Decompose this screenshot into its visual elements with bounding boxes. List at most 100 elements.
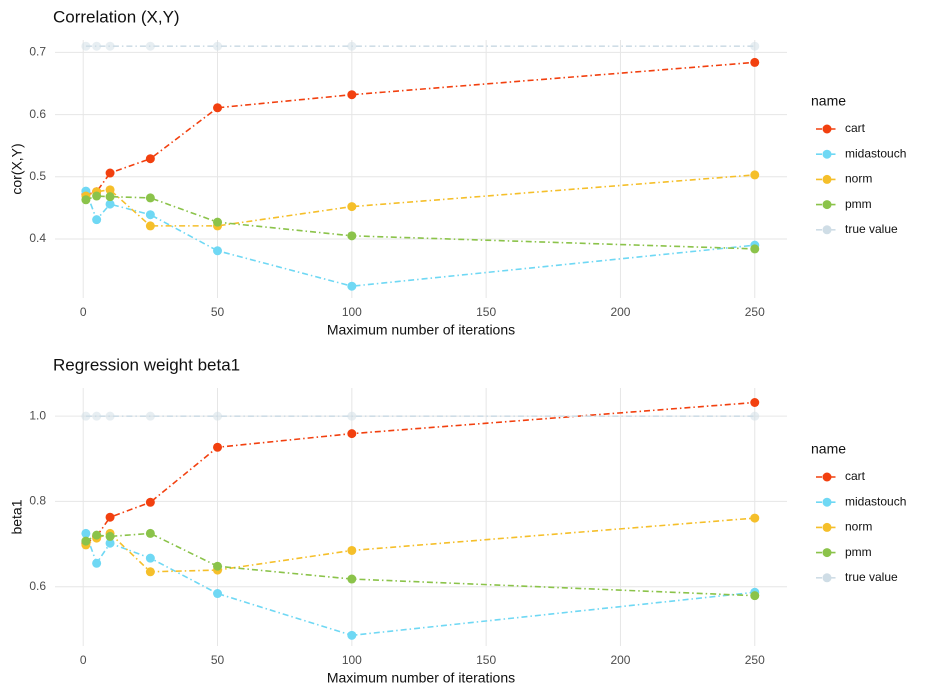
point	[81, 536, 91, 546]
point	[750, 591, 760, 601]
x-tick-label: 50	[211, 305, 225, 319]
point	[213, 41, 223, 51]
point	[347, 545, 357, 555]
point	[92, 411, 102, 421]
legend-key-point	[822, 174, 832, 184]
point	[213, 589, 223, 599]
point	[145, 553, 155, 563]
legend-key-point	[822, 149, 832, 159]
y-axis-label: beta1	[9, 499, 25, 534]
legend-key-point	[822, 124, 832, 134]
point	[145, 154, 155, 164]
x-axis-label: Maximum number of iterations	[327, 322, 515, 338]
point	[347, 281, 357, 291]
point	[81, 41, 91, 51]
legend-label: norm	[845, 520, 872, 534]
x-tick-label: 0	[80, 653, 87, 667]
point	[213, 561, 223, 571]
y-tick-label: 0.8	[29, 494, 46, 508]
y-tick-label: 0.6	[29, 107, 46, 121]
point	[92, 191, 102, 201]
legend-label: midastouch	[845, 146, 906, 160]
point	[213, 217, 223, 227]
legend-label: cart	[845, 121, 866, 135]
legend-label: true value	[845, 222, 898, 236]
point	[105, 531, 115, 541]
series-line	[85, 195, 755, 250]
point	[750, 244, 760, 254]
y-tick-label: 0.4	[29, 231, 46, 245]
legend-label: norm	[845, 172, 872, 186]
legend-label: pmm	[845, 545, 872, 559]
point	[105, 192, 115, 202]
legend-key-point	[822, 573, 832, 583]
y-axis-label: cor(X,Y)	[9, 143, 25, 194]
point	[105, 538, 115, 548]
series-line	[85, 517, 755, 573]
legend-title: name	[811, 93, 846, 109]
x-tick-label: 250	[745, 653, 765, 667]
y-tick-label: 0.6	[29, 579, 46, 593]
point	[92, 558, 102, 568]
point	[347, 202, 357, 212]
point	[213, 103, 223, 113]
point	[347, 429, 357, 439]
point	[347, 630, 357, 640]
point	[347, 411, 357, 421]
point	[347, 574, 357, 584]
legend-label: cart	[845, 469, 866, 483]
point	[105, 168, 115, 178]
point	[105, 512, 115, 522]
point	[145, 528, 155, 538]
point	[750, 513, 760, 523]
point	[213, 246, 223, 256]
x-tick-label: 100	[342, 305, 362, 319]
legend-key-point	[822, 548, 832, 558]
y-tick-label: 0.5	[29, 169, 46, 183]
point	[105, 411, 115, 421]
legend-label: pmm	[845, 197, 872, 211]
point	[81, 411, 91, 421]
x-tick-label: 250	[745, 305, 765, 319]
point	[750, 170, 760, 180]
point	[347, 90, 357, 100]
point	[347, 41, 357, 51]
point	[145, 221, 155, 231]
point	[145, 210, 155, 220]
point	[213, 411, 223, 421]
point	[92, 41, 102, 51]
legend-key-point	[822, 522, 832, 532]
series-line	[85, 174, 755, 227]
x-tick-label: 150	[476, 305, 496, 319]
point	[105, 199, 115, 209]
y-tick-label: 1.0	[29, 408, 46, 422]
legend-title: name	[811, 441, 846, 457]
point	[750, 57, 760, 67]
series-line	[85, 533, 755, 637]
legend-label: true value	[845, 570, 898, 584]
legend-key-point	[822, 225, 832, 235]
point	[145, 567, 155, 577]
x-tick-label: 200	[610, 653, 630, 667]
point	[750, 397, 760, 407]
x-tick-label: 0	[80, 305, 87, 319]
chart-title: Correlation (X,Y)	[53, 7, 180, 26]
point	[213, 442, 223, 452]
point	[145, 41, 155, 51]
point	[347, 231, 357, 241]
point	[105, 185, 115, 195]
point	[105, 41, 115, 51]
legend-label: midastouch	[845, 494, 906, 508]
point	[145, 411, 155, 421]
series-line	[85, 401, 755, 544]
x-tick-label: 100	[342, 653, 362, 667]
x-axis-label: Maximum number of iterations	[327, 670, 515, 686]
chart-title: Regression weight beta1	[53, 355, 240, 374]
point	[81, 528, 91, 538]
legend-key-point	[822, 472, 832, 482]
point	[92, 215, 102, 225]
y-tick-label: 0.7	[29, 45, 46, 59]
x-tick-label: 50	[211, 653, 225, 667]
x-tick-label: 150	[476, 653, 496, 667]
